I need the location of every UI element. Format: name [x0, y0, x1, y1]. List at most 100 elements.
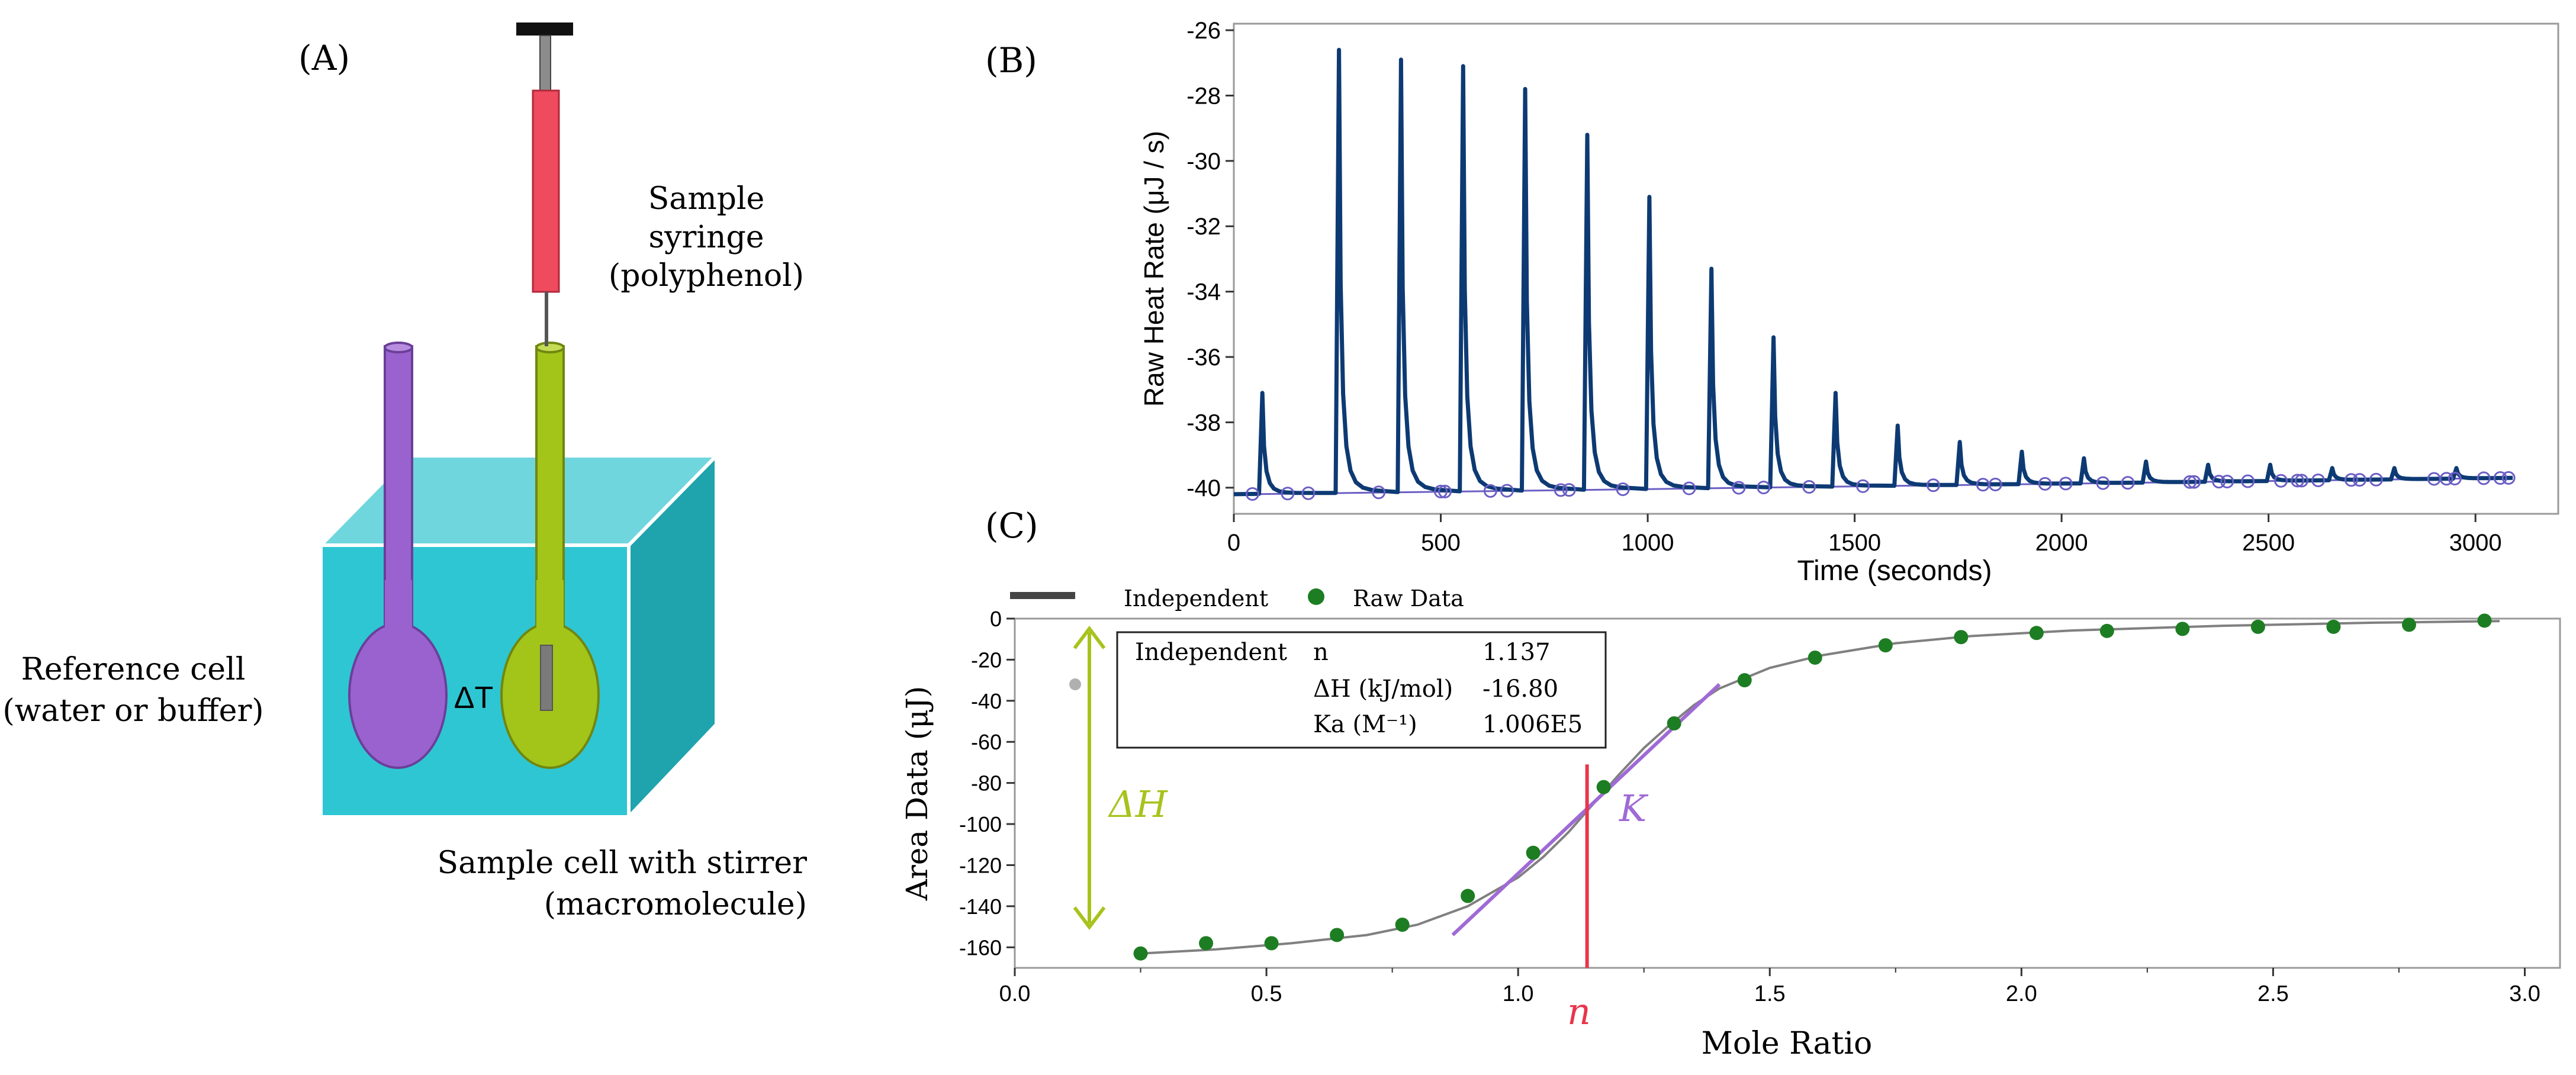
b-baseline-marker [2344, 473, 2358, 487]
sample-syringe [516, 22, 573, 346]
b-ytick-label: -32 [1186, 214, 1221, 240]
panel-c: (C) Independent Raw Data 0.0 0.5 1.0 1.5 2.0… [900, 506, 2561, 1061]
syringe-label-line2: syringe [648, 220, 764, 255]
c-data-point [1667, 716, 1681, 730]
syringe-label-line3: (polyphenol) [609, 258, 804, 294]
b-baseline-marker [2038, 477, 2052, 491]
c-ytick-label: -140 [959, 894, 1002, 919]
c-data-point [1737, 673, 1752, 688]
c-data-point [1264, 936, 1279, 951]
b-baseline-marker [2241, 474, 2255, 488]
n-label: n [1567, 990, 1591, 1033]
b-ytick-label: -38 [1186, 410, 1221, 436]
b-baseline-marker [1856, 479, 1870, 493]
b-baseline-marker [2187, 475, 2201, 489]
syringe-needle [545, 292, 548, 346]
b-xtick-label: 0 [1227, 530, 1240, 556]
b-xtick-label: 1000 [1622, 530, 1674, 556]
panel-c-label: (C) [985, 506, 1038, 546]
legend-fit-swatch [1010, 592, 1075, 599]
c-ytick-label: -100 [959, 812, 1002, 836]
c-data-point [1133, 946, 1148, 961]
c-ytick-label: -120 [959, 853, 1002, 877]
b-ytick-label: -34 [1186, 279, 1221, 305]
b-baseline-marker [2096, 476, 2110, 490]
delta-h-arrow [1073, 626, 1106, 930]
b-baseline-marker [2274, 474, 2288, 488]
b-baseline-marker [1562, 483, 1576, 497]
delta-h-label: ΔH [1108, 783, 1169, 826]
sample-cell-label-line2: (macromolecule) [544, 887, 807, 922]
c-xtick-label: 0.5 [1251, 981, 1282, 1006]
b-xtick-label: 3000 [2449, 530, 2502, 556]
panel-c-ylabel: Area Data (μJ) [900, 686, 934, 902]
b-baseline-marker [1732, 481, 1746, 495]
b-baseline-marker [2352, 473, 2366, 487]
c-data-point [2326, 619, 2341, 634]
b-baseline-marker [1682, 481, 1696, 495]
panel-b-series [1233, 47, 2516, 501]
panel-b-xlabel: Time (seconds) [1797, 555, 1992, 587]
panel-c-series [1069, 613, 2500, 968]
b-baseline-marker [2121, 476, 2135, 490]
c-ytick-label: -40 [971, 689, 1002, 713]
legend-raw-label: Raw Data [1353, 585, 1464, 611]
panel-b-axes: 0 500 1000 1500 2000 2500 3000 -40 -38 -36 -34 -32 -… [1186, 18, 2501, 556]
b-baseline-marker [2291, 474, 2305, 488]
b-baseline-marker [1616, 482, 1630, 496]
c-xtick-label: 2.0 [2006, 981, 2037, 1006]
b-baseline-marker [1301, 486, 1316, 500]
b-baseline-marker [1434, 484, 1448, 498]
c-xtick-label: 2.5 [2257, 981, 2289, 1006]
b-baseline-marker [1500, 484, 1514, 498]
reference-label-line1: Reference cell [21, 652, 246, 687]
b-xtick-label: 2000 [2035, 530, 2088, 556]
legend-raw-marker [1308, 588, 1324, 605]
b-baseline-marker [2493, 471, 2507, 485]
table-value-ka: 1.006E5 [1482, 711, 1583, 738]
c-xtick-label: 3.0 [2509, 981, 2540, 1006]
panel-c-legend: Independent Raw Data [1010, 585, 1464, 611]
b-baseline-marker [2369, 472, 2383, 487]
panel-a-label: (A) [298, 38, 350, 78]
sample-cell [500, 342, 600, 769]
table-param-dh: ΔH (kJ/mol) [1313, 675, 1453, 703]
b-baseline-marker [2212, 475, 2226, 489]
c-data-point [1808, 650, 1822, 665]
b-baseline-marker [1988, 477, 2002, 491]
b-baseline-marker [2295, 474, 2309, 488]
c-data-point [2099, 623, 2114, 638]
c-ytick-label: -20 [971, 648, 1002, 672]
syringe-barrel [532, 89, 560, 293]
b-baseline-marker [1245, 487, 1259, 501]
b-baseline-marker [1554, 483, 1568, 497]
b-xtick-label: 500 [1421, 530, 1461, 556]
c-xtick-label: 1.5 [1754, 981, 1786, 1006]
parameter-table: Independent n 1.137 ΔH (kJ/mol) -16.80 K… [1116, 631, 1607, 749]
b-baseline-marker [1926, 478, 1940, 493]
panel-b: (B) 0 500 1000 1500 2000 2500 3000 -40 -38 -36 -34… [985, 18, 2559, 587]
b-baseline-marker [1757, 480, 1771, 494]
syringe-plunger-cap [516, 22, 573, 36]
c-ytick-label: -80 [971, 771, 1002, 796]
c-data-point [1526, 845, 1541, 860]
c-data-point [1199, 936, 1214, 951]
b-baseline-marker [2501, 471, 2516, 485]
reference-cell [348, 342, 448, 769]
table-param-n: n [1313, 639, 1329, 666]
b-xtick-label: 2500 [2242, 530, 2295, 556]
c-ytick-label: -160 [959, 935, 1002, 960]
b-ytick-label: -30 [1186, 149, 1221, 175]
b-baseline-marker [2183, 475, 2197, 489]
syringe-label-line1: Sample [648, 181, 765, 217]
c-excluded-point [1069, 678, 1082, 691]
panel-c-xlabel: Mole Ratio [1702, 1026, 1873, 1061]
b-baseline-marker [2059, 477, 2073, 491]
c-data-point [1395, 918, 1410, 932]
c-xtick-label: 1.0 [1503, 981, 1534, 1006]
b-baseline-marker [2477, 471, 2491, 485]
c-data-point [1954, 630, 1969, 645]
c-data-point [1596, 780, 1611, 794]
panel-a: (A) Sample syringe (polyphe [2, 22, 807, 922]
